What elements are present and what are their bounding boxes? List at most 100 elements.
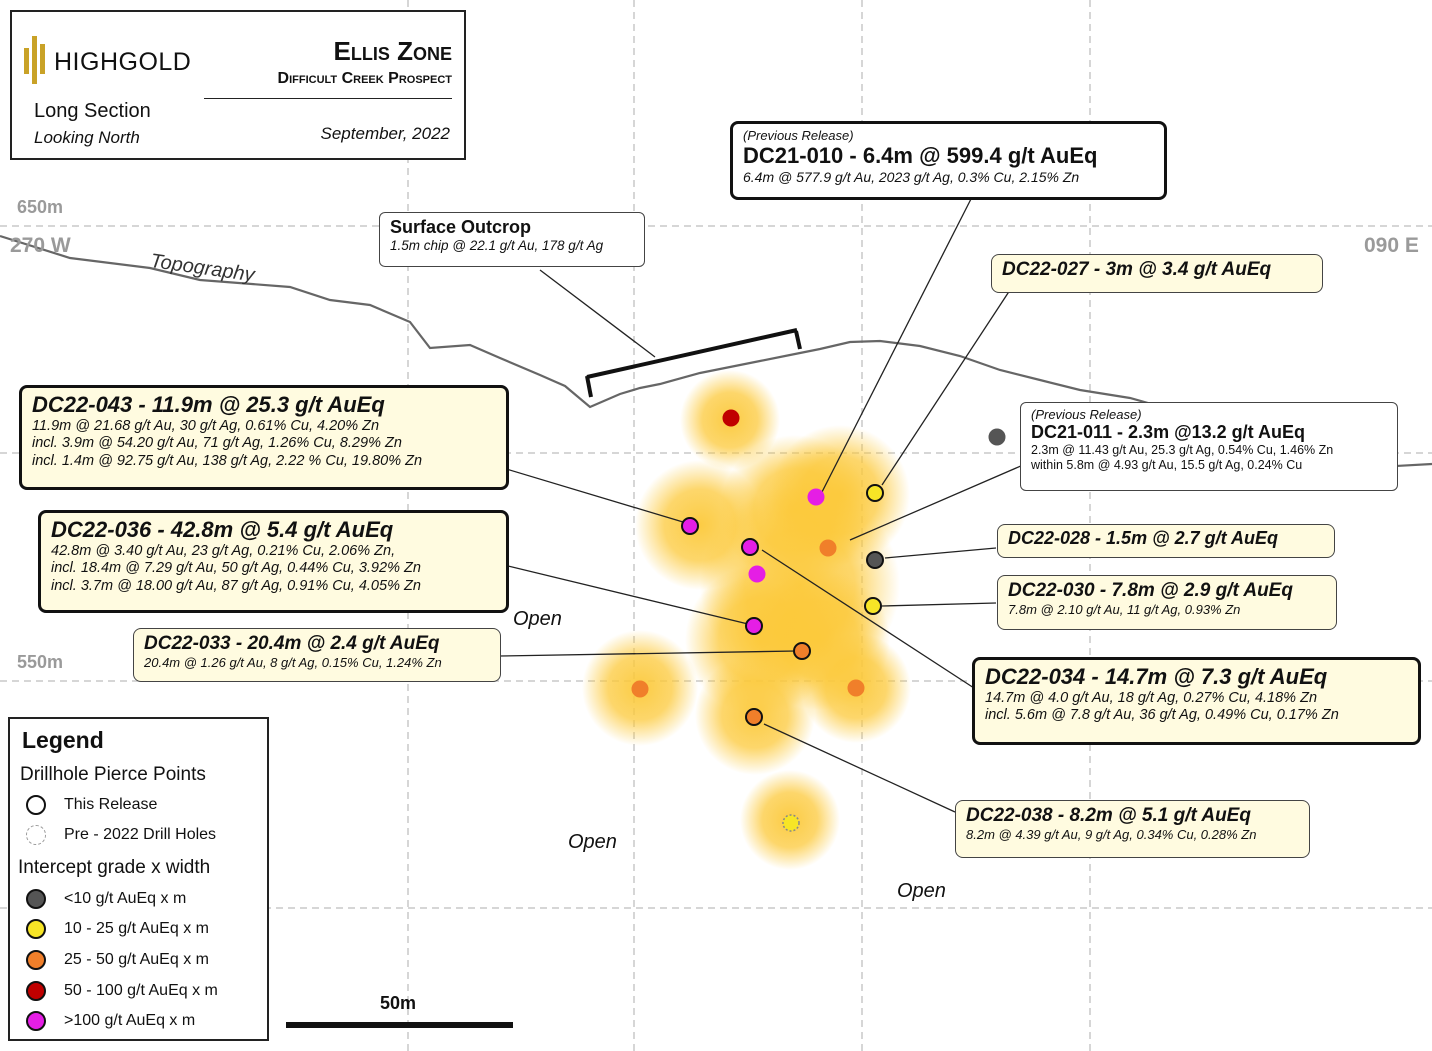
legend-row-class: <10 g/t AuEq x m	[26, 889, 186, 909]
open-circle-icon	[26, 795, 46, 815]
orange-circle-icon	[26, 950, 46, 970]
dc22-034-detail-1: 14.7m @ 4.0 g/t Au, 18 g/t Ag, 0.27% Cu,…	[985, 690, 1318, 706]
dc22-034-detail-2: incl. 5.6m @ 7.8 g/t Au, 36 g/t Ag, 0.49…	[985, 707, 1339, 724]
section-type: Long Section	[34, 100, 151, 122]
legend-row-class: 25 - 50 g/t AuEq x m	[26, 950, 209, 970]
pierce-dc22-028	[866, 551, 884, 569]
dc22-043-detail-1: 11.9m @ 21.68 g/t Au, 30 g/t Ag, 0.61% C…	[32, 418, 380, 434]
dc22-036-title: DC22-036 - 42.8m @ 5.4 g/t AuEq	[51, 517, 394, 542]
legend-row-pre-2022: Pre - 2022 Drill Holes	[26, 825, 216, 845]
dc22-043-detail-3: incl. 1.4m @ 92.75 g/t Au, 138 g/t Ag, 2…	[32, 452, 423, 469]
west-label: 270 W	[10, 234, 71, 257]
topography-line	[0, 234, 1432, 470]
dc22-043-detail-2: incl. 3.9m @ 54.20 g/t Au, 71 g/t Ag, 1.…	[32, 435, 402, 452]
grey-circle-icon	[26, 889, 46, 909]
pierce-dc22-043	[681, 517, 699, 535]
pierce-pre-orange-e	[847, 679, 865, 697]
scale-label: 50m	[380, 993, 417, 1013]
legend-title: Legend	[22, 727, 104, 753]
prospect-name: Difficult Creek Prospect	[277, 70, 452, 87]
legend-row-class: >100 g/t AuEq x m	[26, 1011, 195, 1031]
pierce-pre-yellow	[782, 814, 800, 832]
dc22-030-detail: 7.8m @ 2.10 g/t Au, 11 g/t Ag, 0.93% Zn	[1008, 602, 1241, 617]
surface-outcrop-callout: Surface Outcrop 1.5m chip @ 22.1 g/t Au,…	[379, 212, 645, 267]
legend: Legend Drillhole Pierce Points This Rele…	[8, 717, 269, 1041]
dc22-038-detail: 8.2m @ 4.39 g/t Au, 9 g/t Ag, 0.34% Cu, …	[966, 827, 1257, 842]
dc22-030-title: DC22-030 - 7.8m @ 2.9 g/t AuEq	[1008, 580, 1293, 601]
dc21-010-detail: 6.4m @ 577.9 g/t Au, 2023 g/t Ag, 0.3% C…	[743, 169, 1080, 185]
dc22-036-detail-1: 42.8m @ 3.40 g/t Au, 23 g/t Ag, 0.21% Cu…	[51, 543, 396, 559]
callout-dc21-011: (Previous Release) DC21-011 - 2.3m @13.2…	[1020, 402, 1398, 491]
callout-dc22-034: DC22-034 - 14.7m @ 7.3 g/t AuEq 14.7m @ …	[972, 657, 1421, 745]
dc22-033-title: DC22-033 - 20.4m @ 2.4 g/t AuEq	[144, 633, 440, 654]
dashed-circle-icon	[26, 825, 46, 845]
callout-dc22-030: DC22-030 - 7.8m @ 2.9 g/t AuEq 7.8m @ 2.…	[997, 575, 1337, 630]
dc21-011-prev-release: (Previous Release)	[1031, 407, 1142, 422]
pierce-pre-orange-w	[631, 680, 649, 698]
pierce-dc21-011	[988, 428, 1006, 446]
pierce-pre-magenta	[748, 565, 766, 583]
callout-dc22-043: DC22-043 - 11.9m @ 25.3 g/t AuEq 11.9m @…	[19, 385, 509, 490]
legend-pre-2022-label: Pre - 2022 Drill Holes	[64, 826, 217, 843]
callout-dc22-036: DC22-036 - 42.8m @ 5.4 g/t AuEq 42.8m @ …	[38, 510, 509, 613]
pierce-pre-orange	[819, 539, 837, 557]
section-view: Looking North	[34, 128, 140, 147]
pierce-dc22-038	[745, 708, 763, 726]
brand-name: HIGHGOLD	[54, 48, 192, 76]
callout-dc22-033: DC22-033 - 20.4m @ 2.4 g/t AuEq 20.4m @ …	[133, 628, 501, 682]
pierce-dc22-030	[864, 597, 882, 615]
elevation-550-label: 550m	[17, 652, 64, 672]
red-circle-icon	[26, 981, 46, 1001]
dc22-038-title: DC22-038 - 8.2m @ 5.1 g/t AuEq	[966, 805, 1251, 826]
dc22-033-detail: 20.4m @ 1.26 g/t Au, 8 g/t Ag, 0.15% Cu,…	[144, 655, 442, 670]
dc22-036-detail-2: incl. 18.4m @ 7.29 g/t Au, 50 g/t Ag, 0.…	[51, 560, 421, 577]
title-block: HIGHGOLD Ellis Zone Difficult Creek Pros…	[10, 10, 466, 160]
dc21-010-prev-release: (Previous Release)	[743, 128, 854, 143]
legend-pierce-title: Drillhole Pierce Points	[20, 764, 206, 785]
callout-dc22-027: DC22-027 - 3m @ 3.4 g/t AuEq	[991, 254, 1323, 293]
callout-dc21-010: (Previous Release) DC21-010 - 6.4m @ 599…	[730, 121, 1167, 200]
dc22-036-detail-3: incl. 3.7m @ 18.00 g/t Au, 87 g/t Ag, 0.…	[51, 577, 421, 594]
dc21-011-detail-2: within 5.8m @ 4.93 g/t Au, 15.5 g/t Ag, …	[1031, 458, 1303, 472]
callout-dc22-028: DC22-028 - 1.5m @ 2.7 g/t AuEq	[997, 524, 1335, 558]
dc21-011-detail-1: 2.3m @ 11.43 g/t Au, 25.3 g/t Ag, 0.54% …	[1031, 443, 1334, 457]
pierce-dc22-036	[745, 617, 763, 635]
legend-row-this-release: This Release	[26, 795, 157, 815]
callout-dc22-038: DC22-038 - 8.2m @ 5.1 g/t AuEq 8.2m @ 4.…	[955, 800, 1310, 858]
legend-grade-title: Intercept grade x width	[18, 857, 211, 878]
legend-row-class: 50 - 100 g/t AuEq x m	[26, 981, 218, 1001]
surface-outcrop-detail: 1.5m chip @ 22.1 g/t Au, 178 g/t Ag	[390, 238, 604, 253]
legend-class-label: 50 - 100 g/t AuEq x m	[64, 982, 218, 999]
legend-row-class: 10 - 25 g/t AuEq x m	[26, 919, 209, 939]
elevation-650-label: 650m	[17, 197, 64, 217]
pierce-dc21-010	[807, 488, 825, 506]
pierce-dc22-034	[741, 538, 759, 556]
magenta-circle-icon	[26, 1011, 46, 1031]
surface-outcrop-title: Surface Outcrop	[390, 217, 532, 237]
pierce-dc22-033	[793, 642, 811, 660]
legend-class-label: 25 - 50 g/t AuEq x m	[64, 951, 209, 968]
zone-title: Ellis Zone	[333, 36, 452, 66]
pierce-dc22-red	[722, 409, 740, 427]
legend-this-release-label: This Release	[64, 796, 158, 813]
highgold-logo-icon	[24, 36, 45, 84]
title-divider	[204, 98, 452, 99]
legend-class-label: <10 g/t AuEq x m	[64, 890, 187, 907]
dc21-010-title: DC21-010 - 6.4m @ 599.4 g/t AuEq	[743, 143, 1098, 168]
dc22-034-title: DC22-034 - 14.7m @ 7.3 g/t AuEq	[985, 664, 1328, 689]
east-label: 090 E	[1364, 234, 1419, 257]
legend-class-label: 10 - 25 g/t AuEq x m	[64, 920, 209, 937]
open-label: Open	[568, 831, 617, 853]
pierce-points	[631, 409, 1006, 832]
dc22-028-title: DC22-028 - 1.5m @ 2.7 g/t AuEq	[1008, 528, 1278, 548]
dc22-027-title: DC22-027 - 3m @ 3.4 g/t AuEq	[1002, 259, 1272, 280]
yellow-circle-icon	[26, 919, 46, 939]
open-label: Open	[513, 608, 562, 630]
surface-outcrop-bracket	[585, 328, 802, 398]
dc22-043-title: DC22-043 - 11.9m @ 25.3 g/t AuEq	[32, 392, 385, 417]
dc21-011-title: DC21-011 - 2.3m @13.2 g/t AuEq	[1031, 422, 1305, 442]
pierce-dc22-027	[866, 484, 884, 502]
legend-class-label: >100 g/t AuEq x m	[64, 1012, 196, 1029]
leader-lines	[499, 196, 1031, 813]
